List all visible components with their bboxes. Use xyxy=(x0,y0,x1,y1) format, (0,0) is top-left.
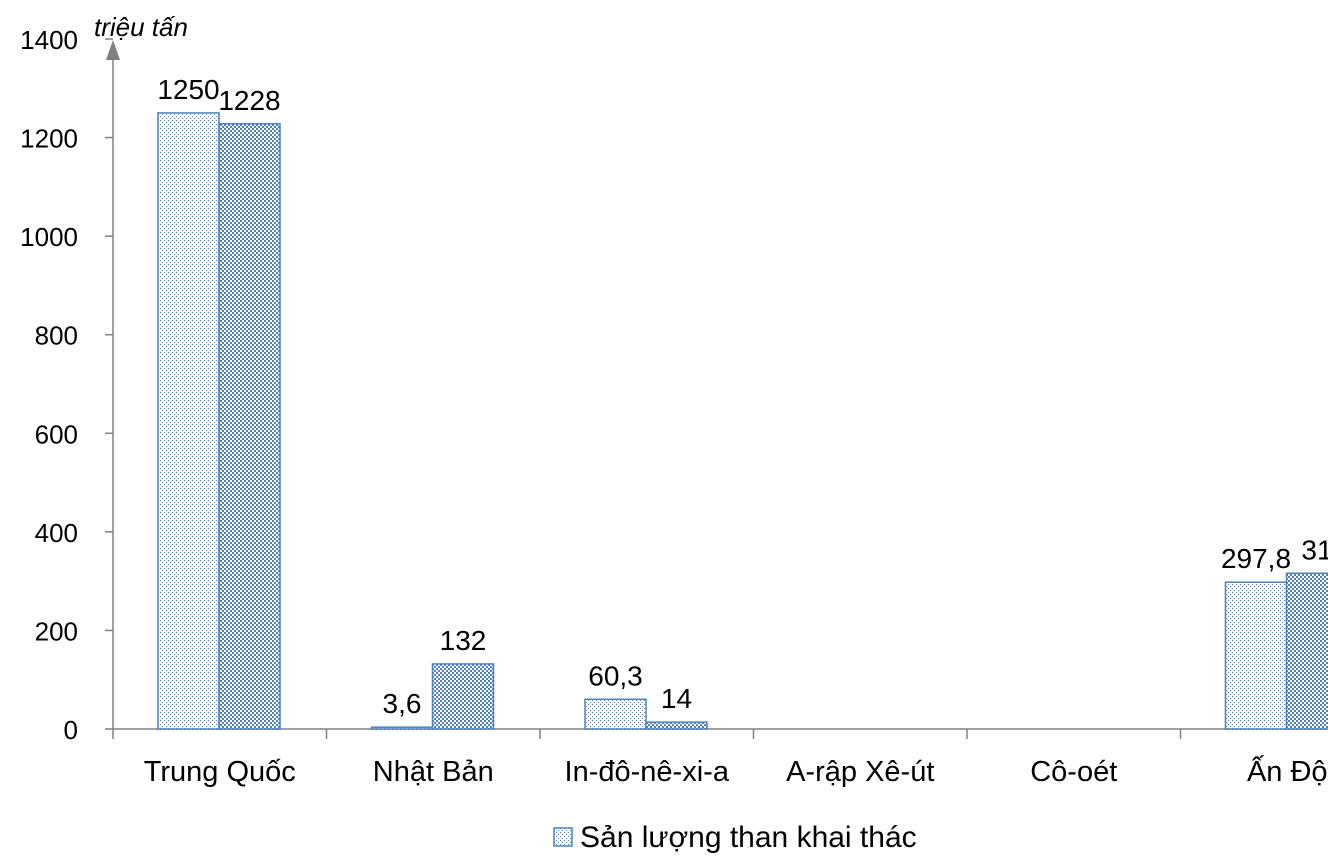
data-label: 60,3 xyxy=(588,660,643,691)
data-labels: 1250 3,6 60,3 297,8 1228 132 14 31 xyxy=(157,74,1328,719)
y-tick-label: 1200 xyxy=(20,124,78,154)
bars xyxy=(157,112,1328,730)
bar-series-1 xyxy=(584,698,647,730)
y-tick-label: 600 xyxy=(35,419,78,449)
legend: Sản lượng than khai thác xyxy=(553,821,917,854)
x-category-label: Nhật Bản xyxy=(373,756,494,788)
y-axis-unit-label: triệu tấn xyxy=(94,12,188,42)
y-tick-label: 200 xyxy=(35,616,78,646)
y-tick-label: 1000 xyxy=(20,222,78,252)
data-label: 14 xyxy=(661,683,692,714)
legend-swatch xyxy=(553,827,573,847)
x-category-label: In-đô-nê-xi-a xyxy=(565,756,730,788)
y-axis-arrow xyxy=(106,40,120,60)
data-label: 297,8 xyxy=(1221,543,1291,574)
data-label: 31 xyxy=(1301,534,1328,565)
bar-series-2 xyxy=(431,663,495,730)
y-tick-label: 800 xyxy=(35,321,78,351)
x-category-label: Trung Quốc xyxy=(144,756,296,788)
bar-series-1 xyxy=(370,726,434,730)
bar-series-1 xyxy=(157,112,220,730)
data-label: 3,6 xyxy=(383,688,422,719)
legend-label: Sản lượng than khai thác xyxy=(580,821,917,854)
x-category-label: Ấn Độ xyxy=(1247,754,1328,788)
bar-series-2 xyxy=(1285,572,1328,730)
data-label: 1250 xyxy=(157,74,219,105)
y-tick-label: 400 xyxy=(35,518,78,548)
data-label: 1228 xyxy=(218,85,280,116)
x-category-label: Cô-oét xyxy=(1030,756,1117,788)
data-label: 132 xyxy=(440,625,487,656)
y-tick-label: 0 xyxy=(64,715,78,745)
bar-series-2 xyxy=(645,721,708,730)
y-tick-label: 1400 xyxy=(20,25,78,55)
axes: 0 200 400 600 800 1000 1200 1400 Trung Quốc Nhật … xyxy=(20,25,1328,788)
bar-series-1 xyxy=(1224,581,1288,730)
x-category-label: A-rập Xê-út xyxy=(786,756,934,788)
bar-series-2 xyxy=(218,123,281,730)
